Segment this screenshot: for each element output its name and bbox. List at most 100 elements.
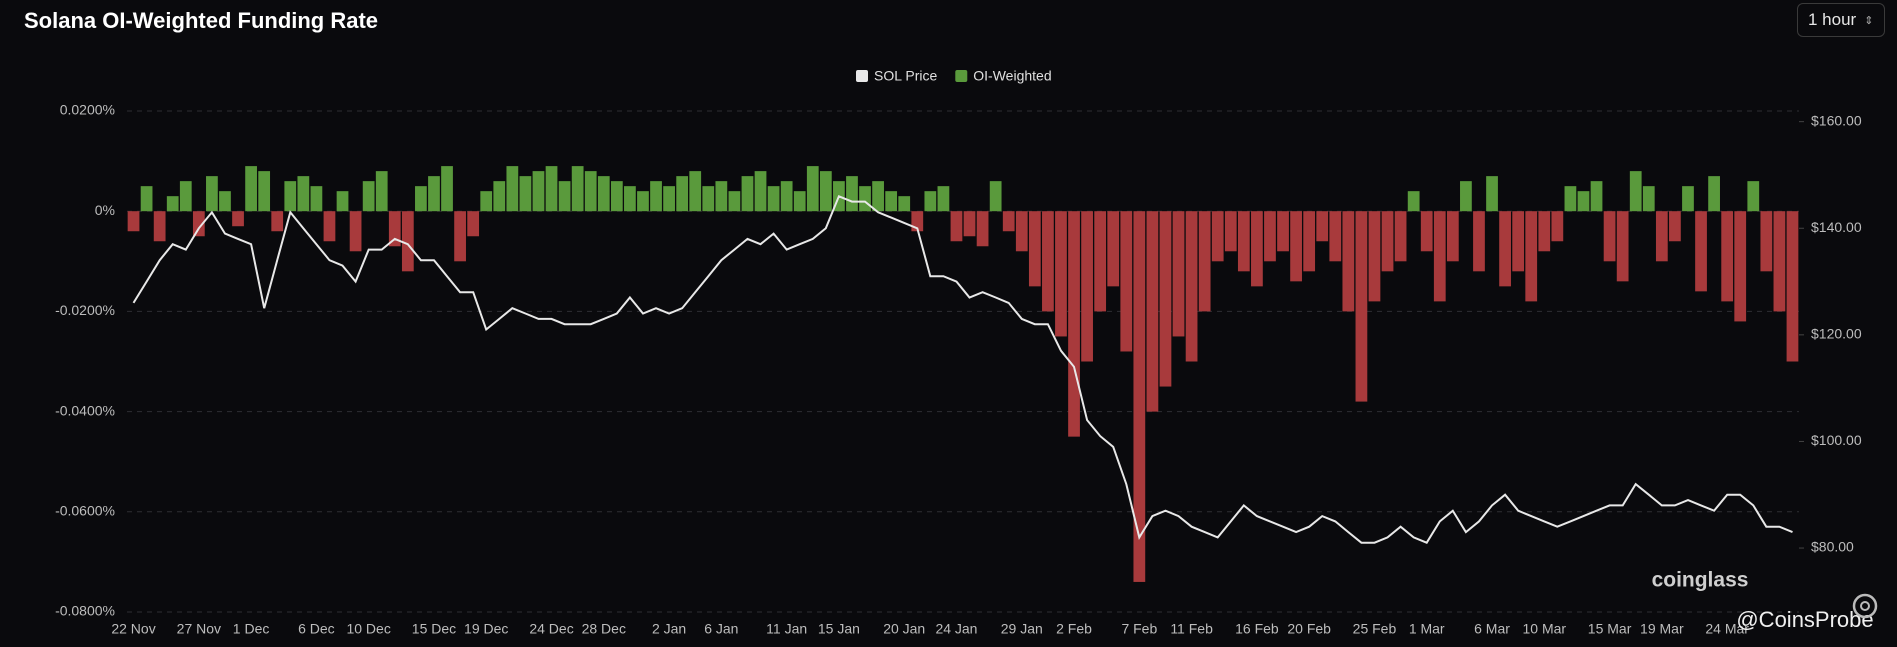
interval-label: 1 hour — [1808, 10, 1857, 29]
bar — [1068, 211, 1080, 437]
x-tick-label: 22 Nov — [111, 621, 155, 637]
x-tick-label: 11 Jan — [766, 621, 807, 637]
legend[interactable]: SOL Price OI-Weighted — [856, 68, 1052, 84]
bar — [1172, 211, 1185, 337]
bar — [1616, 211, 1629, 282]
bar — [989, 181, 1002, 212]
bar — [1499, 211, 1511, 287]
bar — [467, 211, 480, 237]
y2-tick-label: $120.00 — [1811, 326, 1862, 342]
bar — [1316, 211, 1329, 242]
bar — [728, 191, 741, 212]
bar — [1512, 211, 1525, 272]
bar — [1277, 211, 1289, 252]
bar — [859, 186, 871, 212]
bar — [898, 196, 911, 212]
bar — [1446, 211, 1459, 262]
bar — [258, 171, 271, 212]
bar — [297, 176, 310, 212]
bar — [1577, 191, 1590, 212]
bar — [454, 211, 466, 262]
bar — [963, 211, 976, 237]
bar — [1159, 211, 1172, 387]
bar — [1264, 211, 1276, 262]
bar — [532, 171, 545, 212]
bar — [1120, 211, 1133, 352]
bar — [1760, 211, 1773, 272]
bar — [571, 166, 584, 212]
bar — [1028, 211, 1041, 287]
bar — [1564, 186, 1577, 212]
x-tick-label: 15 Mar — [1588, 621, 1632, 637]
bar — [872, 181, 884, 212]
bar — [140, 186, 153, 212]
x-tick-label: 16 Feb — [1235, 621, 1279, 637]
bar — [624, 186, 636, 212]
bar — [493, 181, 506, 212]
legend-label: OI-Weighted — [973, 68, 1051, 84]
bar — [610, 181, 623, 212]
bar — [166, 196, 179, 212]
bar — [415, 186, 427, 212]
bar — [1342, 211, 1355, 312]
bar — [127, 211, 140, 232]
bar — [1420, 211, 1433, 252]
x-tick-label: 7 Feb — [1121, 621, 1157, 637]
y-tick-label: -0.0600% — [55, 503, 115, 519]
bar — [1786, 211, 1799, 362]
bar — [375, 171, 388, 212]
x-tick-label: 19 Dec — [464, 621, 508, 637]
bar — [519, 176, 532, 212]
y2-tick-label: $100.00 — [1811, 432, 1862, 448]
bar — [924, 191, 937, 212]
bar — [780, 181, 793, 212]
watermark: coinglass — [1652, 569, 1749, 592]
legend-label: SOL Price — [874, 68, 937, 84]
x-tick-label: 10 Mar — [1522, 621, 1566, 637]
y-tick-label: 0% — [95, 202, 115, 218]
y2-tick-label: $160.00 — [1811, 112, 1862, 128]
labels: 0.0200% 0% -0.0200% -0.0400% -0.0600% -0.0800… — [55, 102, 1862, 637]
x-tick-label: 11 Feb — [1170, 621, 1213, 637]
bar — [219, 191, 231, 212]
settings-icon[interactable] — [1852, 593, 1878, 619]
bar — [715, 181, 728, 212]
bar — [793, 191, 806, 212]
bar — [336, 191, 349, 212]
x-tick-label: 6 Dec — [298, 621, 335, 637]
x-tick-label: 24 Dec — [529, 621, 573, 637]
bars — [127, 166, 1799, 582]
bar — [1682, 186, 1694, 212]
bar — [401, 211, 414, 272]
bar — [480, 191, 493, 212]
bar — [1394, 211, 1407, 262]
bar — [741, 176, 754, 212]
bar — [1211, 211, 1224, 262]
bar — [558, 181, 571, 212]
x-tick-label: 1 Mar — [1409, 621, 1445, 637]
bar — [950, 211, 963, 242]
price-line — [132, 194, 1793, 544]
bar — [310, 186, 323, 212]
bar — [349, 211, 362, 252]
bar — [1355, 211, 1368, 402]
bar — [885, 191, 898, 212]
x-tick-label: 28 Dec — [582, 621, 626, 637]
bar — [1407, 191, 1420, 212]
bar — [206, 176, 218, 212]
bar — [1525, 211, 1538, 302]
dropdown-arrow: ⇕ — [1864, 14, 1874, 27]
bar — [937, 186, 950, 212]
x-tick-label: 25 Feb — [1353, 621, 1397, 637]
bar — [1224, 211, 1237, 252]
bar — [1368, 211, 1381, 302]
bar — [179, 181, 192, 212]
bar — [1237, 211, 1250, 272]
chart-title: Solana OI-Weighted Funding Rate — [24, 8, 378, 33]
bar — [1290, 211, 1302, 282]
bar — [284, 181, 297, 212]
interval-dropdown[interactable]: 1 hour ⇕ — [1797, 3, 1885, 37]
bar — [1042, 211, 1054, 312]
x-tick-label: 19 Mar — [1640, 621, 1684, 637]
